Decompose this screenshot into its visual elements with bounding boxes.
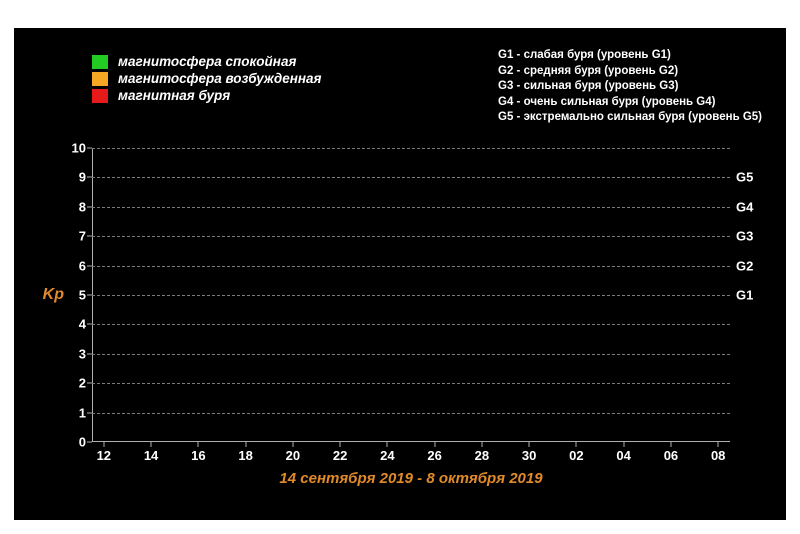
y-tick-label: 1 bbox=[79, 405, 86, 420]
y-tick-mark bbox=[87, 236, 92, 237]
x-tick-label: 04 bbox=[616, 448, 630, 463]
x-tick-mark bbox=[103, 442, 104, 447]
y-tick-label: 7 bbox=[79, 229, 86, 244]
legend-left: магнитосфера спокойная магнитосфера возбу… bbox=[92, 54, 322, 105]
x-tick-mark bbox=[576, 442, 577, 447]
g-level-description: G3 - сильная буря (уровень G3) bbox=[498, 79, 762, 95]
g-tick-label: G2 bbox=[736, 258, 753, 273]
x-tick-mark bbox=[529, 442, 530, 447]
plot: Kp 14 сентября 2019 - 8 октября 2019 012… bbox=[92, 148, 730, 442]
y-axis-label: Kp bbox=[43, 286, 64, 304]
x-tick-mark bbox=[387, 442, 388, 447]
y-tick-mark bbox=[87, 206, 92, 207]
legend-label: магнитная буря bbox=[118, 88, 230, 103]
gridline bbox=[92, 266, 730, 267]
legend-item: магнитосфера возбужденная bbox=[92, 71, 322, 86]
y-tick-mark bbox=[87, 295, 92, 296]
gridline bbox=[92, 236, 730, 237]
y-tick-label: 8 bbox=[79, 199, 86, 214]
x-tick-label: 28 bbox=[475, 448, 489, 463]
y-tick-label: 3 bbox=[79, 346, 86, 361]
x-tick-label: 18 bbox=[238, 448, 252, 463]
x-tick-label: 24 bbox=[380, 448, 394, 463]
gridline bbox=[92, 324, 730, 325]
x-tick-mark bbox=[151, 442, 152, 447]
gridline bbox=[92, 413, 730, 414]
gridline bbox=[92, 148, 730, 149]
chart-container: магнитосфера спокойная магнитосфера возбу… bbox=[0, 0, 800, 534]
gridline bbox=[92, 295, 730, 296]
gridline bbox=[92, 207, 730, 208]
g-level-description: G2 - средняя буря (уровень G2) bbox=[498, 64, 762, 80]
x-tick-mark bbox=[434, 442, 435, 447]
legend-right: G1 - слабая буря (уровень G1)G2 - средня… bbox=[498, 48, 762, 126]
chart-area: магнитосфера спокойная магнитосфера возбу… bbox=[14, 28, 786, 520]
gridline bbox=[92, 383, 730, 384]
y-tick-mark bbox=[87, 442, 92, 443]
x-tick-mark bbox=[245, 442, 246, 447]
x-tick-label: 16 bbox=[191, 448, 205, 463]
y-tick-label: 0 bbox=[79, 435, 86, 450]
legend-label: магнитосфера спокойная bbox=[118, 54, 296, 69]
x-tick-mark bbox=[481, 442, 482, 447]
legend-label: магнитосфера возбужденная bbox=[118, 71, 322, 86]
x-tick-mark bbox=[623, 442, 624, 447]
x-tick-mark bbox=[718, 442, 719, 447]
legend-item: магнитная буря bbox=[92, 88, 322, 103]
y-tick-mark bbox=[87, 148, 92, 149]
legend-swatch bbox=[92, 72, 108, 86]
x-tick-label: 20 bbox=[286, 448, 300, 463]
y-tick-mark bbox=[87, 324, 92, 325]
g-tick-label: G5 bbox=[736, 170, 753, 185]
y-tick-mark bbox=[87, 383, 92, 384]
gridline bbox=[92, 177, 730, 178]
g-level-description: G1 - слабая буря (уровень G1) bbox=[498, 48, 762, 64]
x-tick-label: 14 bbox=[144, 448, 158, 463]
y-tick-label: 4 bbox=[79, 317, 86, 332]
x-tick-label: 12 bbox=[97, 448, 111, 463]
x-tick-label: 26 bbox=[427, 448, 441, 463]
g-tick-label: G4 bbox=[736, 199, 753, 214]
y-tick-label: 6 bbox=[79, 258, 86, 273]
x-tick-label: 22 bbox=[333, 448, 347, 463]
gridline bbox=[92, 354, 730, 355]
legend-swatch bbox=[92, 89, 108, 103]
x-tick-label: 02 bbox=[569, 448, 583, 463]
x-tick-mark bbox=[340, 442, 341, 447]
y-tick-label: 2 bbox=[79, 376, 86, 391]
y-tick-label: 5 bbox=[79, 288, 86, 303]
g-level-description: G4 - очень сильная буря (уровень G4) bbox=[498, 95, 762, 111]
y-tick-mark bbox=[87, 265, 92, 266]
y-tick-mark bbox=[87, 177, 92, 178]
g-tick-label: G1 bbox=[736, 288, 753, 303]
g-level-description: G5 - экстремально сильная буря (уровень … bbox=[498, 110, 762, 126]
x-tick-label: 08 bbox=[711, 448, 725, 463]
x-tick-mark bbox=[670, 442, 671, 447]
x-tick-label: 06 bbox=[664, 448, 678, 463]
legend-item: магнитосфера спокойная bbox=[92, 54, 322, 69]
x-tick-mark bbox=[198, 442, 199, 447]
y-tick-mark bbox=[87, 412, 92, 413]
y-tick-label: 9 bbox=[79, 170, 86, 185]
legend-swatch bbox=[92, 55, 108, 69]
x-axis-title: 14 сентября 2019 - 8 октября 2019 bbox=[92, 470, 730, 487]
g-tick-label: G3 bbox=[736, 229, 753, 244]
y-tick-mark bbox=[87, 353, 92, 354]
x-tick-mark bbox=[292, 442, 293, 447]
y-tick-label: 10 bbox=[72, 141, 86, 156]
x-tick-label: 30 bbox=[522, 448, 536, 463]
